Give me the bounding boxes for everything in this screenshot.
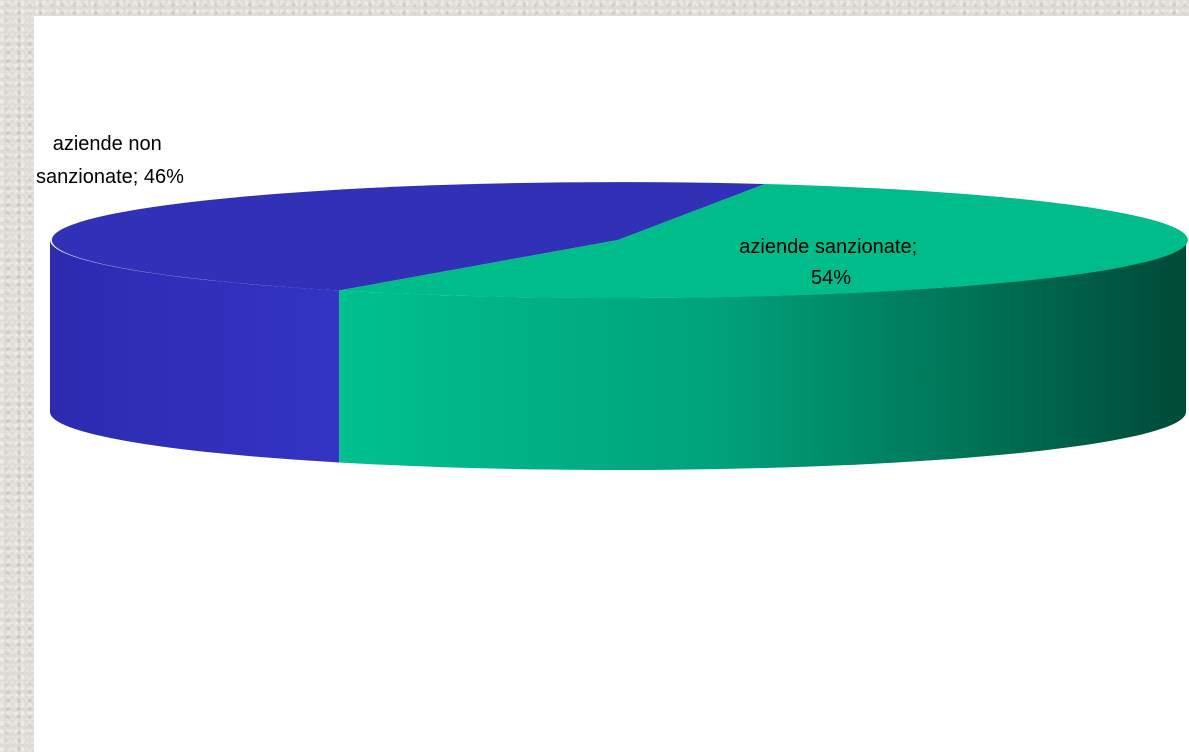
slice-side-non-sanzionate: [50, 240, 340, 463]
label-non-sanzionate: aziende non sanzionate; 46%: [36, 133, 184, 188]
slice-top-sanzionate: [339, 184, 1188, 299]
label-sanzionate: aziende sanzionate; 54%: [739, 236, 922, 289]
slice-top-non-sanzionate: [51, 182, 765, 291]
slice-side-sanzionate: [339, 240, 1186, 470]
